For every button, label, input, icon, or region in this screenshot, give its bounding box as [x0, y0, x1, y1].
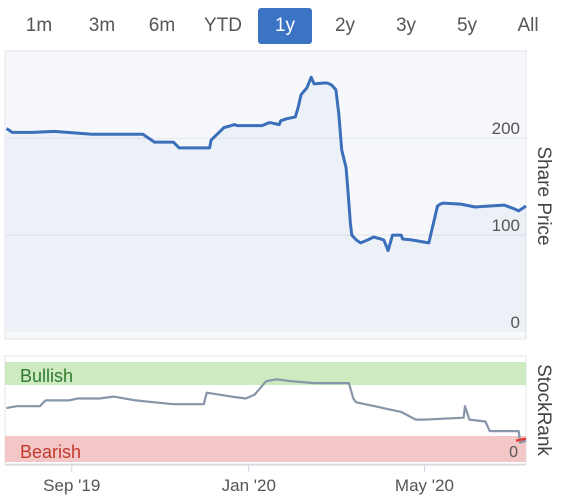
rank-current-marker — [515, 437, 527, 442]
rank-panel: Bullish Bearish 0 StockRank — [4, 355, 554, 465]
price-tick-label: 200 — [492, 119, 520, 138]
price-plot-area — [4, 50, 527, 340]
price-line — [5, 75, 527, 253]
tab-6m[interactable]: 6m — [148, 15, 176, 36]
price-tick-label: 100 — [492, 216, 520, 235]
price-grid — [5, 137, 526, 236]
price-axis-label: Share Price — [533, 146, 554, 245]
x-axis: Sep '19 Jan '20 May '20 — [5, 464, 526, 495]
tab-all[interactable]: All — [517, 15, 539, 36]
range-tabs: 1m 3m 6m YTD 1y 2y 3y 5y All — [0, 0, 565, 50]
tab-ytd[interactable]: YTD — [204, 15, 242, 36]
x-tick-label: Sep '19 — [43, 476, 100, 495]
tab-1m[interactable]: 1m — [25, 15, 53, 36]
price-area — [6, 77, 526, 332]
tab-3y[interactable]: 3y — [395, 15, 417, 36]
price-panel: 0 100 200 Share Price — [4, 50, 554, 340]
rank-tick-0: 0 — [509, 444, 518, 461]
bullish-label: Bullish — [20, 366, 73, 386]
x-tick-label: Jan '20 — [222, 476, 276, 495]
rank-axis-label: StockRank — [533, 364, 554, 456]
x-tick-label: May '20 — [395, 476, 454, 495]
tab-5y[interactable]: 5y — [456, 15, 478, 36]
tab-2y[interactable]: 2y — [334, 15, 356, 36]
tab-1y[interactable]: 1y — [258, 8, 312, 44]
bullish-band — [5, 362, 526, 385]
price-tick-labels: 0 100 200 — [492, 119, 520, 332]
price-tick-label: 0 — [511, 313, 520, 332]
bearish-label: Bearish — [20, 442, 81, 462]
bearish-band — [5, 436, 526, 462]
rank-line — [6, 378, 527, 444]
tab-3m[interactable]: 3m — [88, 15, 116, 36]
